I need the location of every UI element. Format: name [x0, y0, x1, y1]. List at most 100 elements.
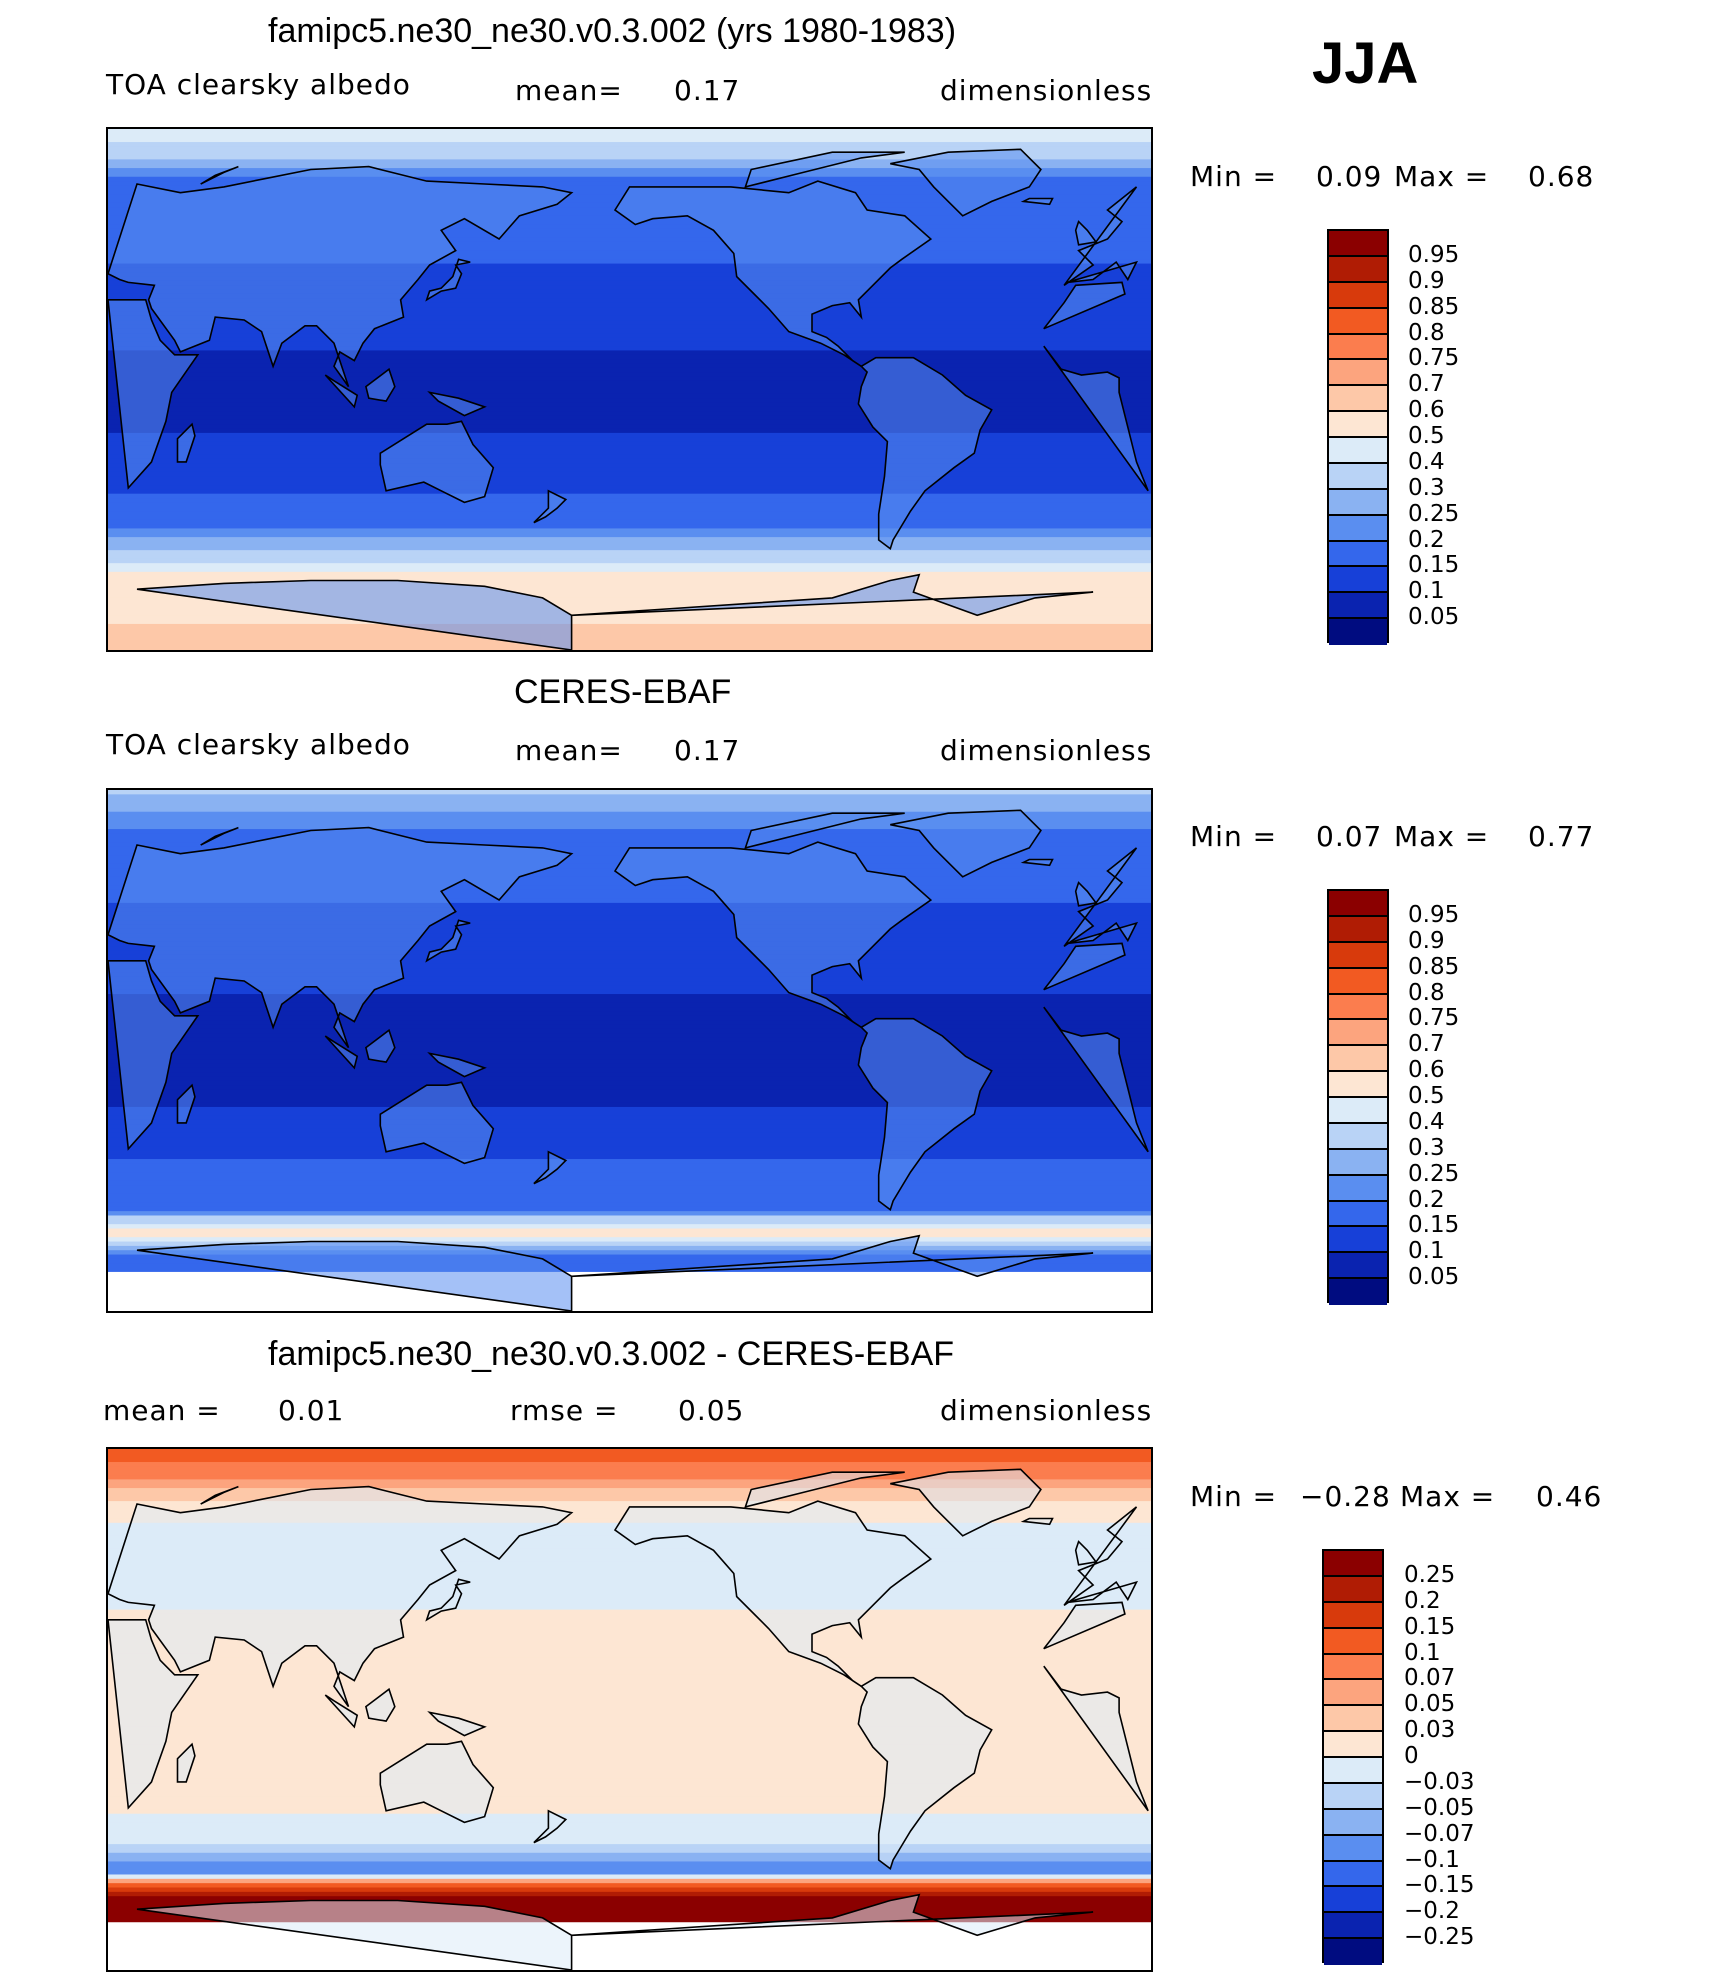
lat-band [108, 1089, 1151, 1095]
land-patch [108, 1486, 572, 1707]
lat-band [108, 1965, 1151, 1970]
lat-band [108, 1106, 1151, 1112]
lat-band [108, 803, 1151, 808]
lat-band [108, 1163, 1151, 1169]
lat-band [108, 1211, 1151, 1217]
colorbar-segment [1324, 1706, 1382, 1733]
lat-band [108, 1587, 1151, 1593]
land-patch [1075, 882, 1096, 906]
lat-band [108, 1172, 1151, 1178]
colorbar-segment [1324, 1939, 1382, 1965]
colorbar-albedo-2 [1327, 889, 1389, 1305]
land-patch [745, 152, 905, 187]
mean-value: 0.17 [674, 734, 741, 767]
lat-band [108, 1765, 1151, 1771]
lat-band [108, 1150, 1151, 1156]
coastline [136, 579, 573, 650]
colorbar-segment [1329, 1279, 1387, 1305]
mean-label: mean= [515, 74, 623, 107]
lat-band [108, 498, 1151, 503]
colorbar-segment [1324, 1809, 1382, 1836]
land-patch [571, 1894, 1094, 1936]
coastline [1043, 345, 1149, 492]
lat-band [108, 1449, 1151, 1454]
lat-band [108, 963, 1151, 969]
lat-band [108, 432, 1151, 438]
colorbar-diff [1322, 1549, 1384, 1965]
coastline [1043, 1006, 1149, 1153]
lat-band [108, 1289, 1151, 1295]
lat-band [108, 280, 1151, 286]
lat-band [108, 1731, 1151, 1737]
lat-band [108, 1119, 1151, 1125]
colorbar-segment [1329, 968, 1387, 995]
coastline [613, 841, 933, 1028]
land-patch [858, 1018, 992, 1210]
colorbar-segment [1324, 1654, 1382, 1681]
lat-band [108, 885, 1151, 891]
colorbar-segment [1329, 891, 1387, 917]
lat-band [108, 1085, 1151, 1091]
lat-band [108, 820, 1151, 826]
lat-band [108, 163, 1151, 169]
lat-band [108, 902, 1151, 908]
lat-band [108, 1245, 1151, 1251]
lat-band [108, 1462, 1151, 1467]
land-patch [1043, 1602, 1125, 1649]
lat-band [108, 1791, 1151, 1797]
lat-band [108, 554, 1151, 560]
lat-band [108, 545, 1151, 551]
lat-band [108, 1124, 1151, 1130]
colorbar-tick-label: 0.9 [1408, 927, 1445, 954]
lat-band [108, 968, 1151, 973]
colorbar-segment [1329, 308, 1387, 335]
lat-band [108, 1189, 1151, 1195]
coastline [108, 165, 574, 388]
colorbar-segment [1329, 942, 1387, 969]
lat-band [108, 1059, 1151, 1065]
coastline [176, 422, 196, 463]
coastline [744, 151, 905, 189]
lat-band [108, 1063, 1151, 1069]
coastline [1043, 281, 1126, 330]
lat-band [108, 1674, 1151, 1680]
lat-band [108, 1072, 1151, 1078]
lat-band [108, 1167, 1151, 1173]
lat-band [108, 558, 1151, 564]
lat-band [108, 1141, 1151, 1147]
coastline [571, 573, 1094, 617]
map-field [108, 790, 1151, 1311]
lat-band [108, 1657, 1151, 1663]
lat-band [108, 493, 1151, 499]
max-label: Max = [1394, 160, 1490, 193]
colorbar-tick-label: −0.15 [1404, 1872, 1475, 1899]
lat-band [108, 1284, 1151, 1290]
lat-band [108, 480, 1151, 486]
lat-band [108, 837, 1151, 843]
lat-band [108, 1600, 1151, 1606]
land-patch [177, 1085, 195, 1123]
lat-band [108, 645, 1151, 650]
lat-band [108, 1961, 1151, 1967]
lat-band [108, 1683, 1151, 1689]
land-field [108, 810, 1149, 1311]
coastline [427, 1711, 487, 1737]
lat-band [108, 228, 1151, 234]
colorbar-tick-label: 0.15 [1404, 1613, 1456, 1640]
colorbar-tick-label: 0.05 [1404, 1691, 1456, 1718]
lat-band [108, 907, 1151, 913]
coastline [379, 1081, 495, 1165]
lat-band [108, 233, 1151, 239]
colorbar-tick-label: 0.95 [1408, 901, 1460, 928]
lat-band [108, 1796, 1151, 1802]
colorbar-segment [1329, 231, 1387, 257]
lat-band [108, 1206, 1151, 1212]
lat-band [108, 1822, 1151, 1828]
coastline [1074, 881, 1098, 907]
lat-band [108, 1579, 1151, 1585]
max-label: Max = [1394, 820, 1490, 853]
lat-band [108, 1076, 1151, 1082]
lat-band [108, 1544, 1151, 1550]
colorbar-segment [1324, 1628, 1382, 1655]
lat-band [108, 937, 1151, 943]
